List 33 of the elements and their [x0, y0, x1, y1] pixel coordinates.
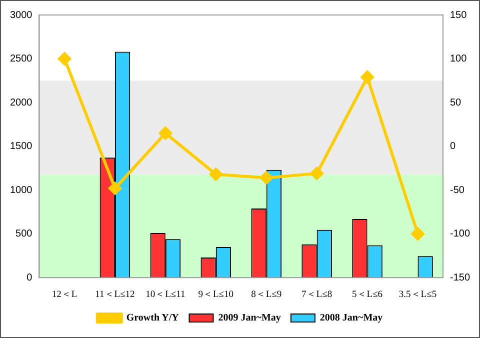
- y2-tick-label: 100: [450, 54, 468, 65]
- y2-tick-label: 150: [450, 10, 468, 21]
- point: [360, 70, 374, 84]
- y2-tick-label: 50: [450, 97, 462, 108]
- point: [209, 168, 222, 181]
- legend-label: 2008 Jan~May: [320, 312, 383, 324]
- x-tick-label: 8＜L≤9: [251, 290, 282, 300]
- x-tick-label: 10＜L≤11: [146, 290, 186, 300]
- y-tick-label: 2500: [10, 54, 33, 65]
- y-tick-label: 1500: [10, 141, 33, 152]
- legend-label: Growth Y/Y: [126, 312, 180, 324]
- x-tick-label: 9＜L≤10: [198, 290, 234, 300]
- x-tick-label: 12＜L: [52, 290, 78, 300]
- y2-tick-label: -50: [450, 184, 465, 196]
- point: [108, 182, 122, 195]
- point: [58, 52, 71, 66]
- y2-tick-label: 0: [450, 141, 456, 152]
- y-tick-label: 2000: [10, 97, 33, 108]
- y2-tick-label: -150: [450, 272, 470, 284]
- x-tick-label: 5＜L≤6: [352, 290, 383, 300]
- x-tick-label: 3.5＜L≤5: [398, 290, 437, 300]
- y-tick-label: 3000: [10, 10, 33, 21]
- point: [411, 227, 424, 240]
- y-tick-label: 500: [16, 228, 33, 240]
- y-tick-label: 0: [26, 272, 33, 284]
- legend-label: 2009 Jan~May: [218, 312, 281, 324]
- point: [158, 126, 172, 140]
- x-tick-label: 11＜L≤12: [95, 290, 136, 300]
- y-tick-label: 1000: [10, 184, 33, 196]
- point: [310, 166, 324, 180]
- x-tick-label: 7＜L≤8: [302, 290, 332, 300]
- y2-tick-label: -100: [450, 228, 470, 240]
- point: [260, 171, 273, 184]
